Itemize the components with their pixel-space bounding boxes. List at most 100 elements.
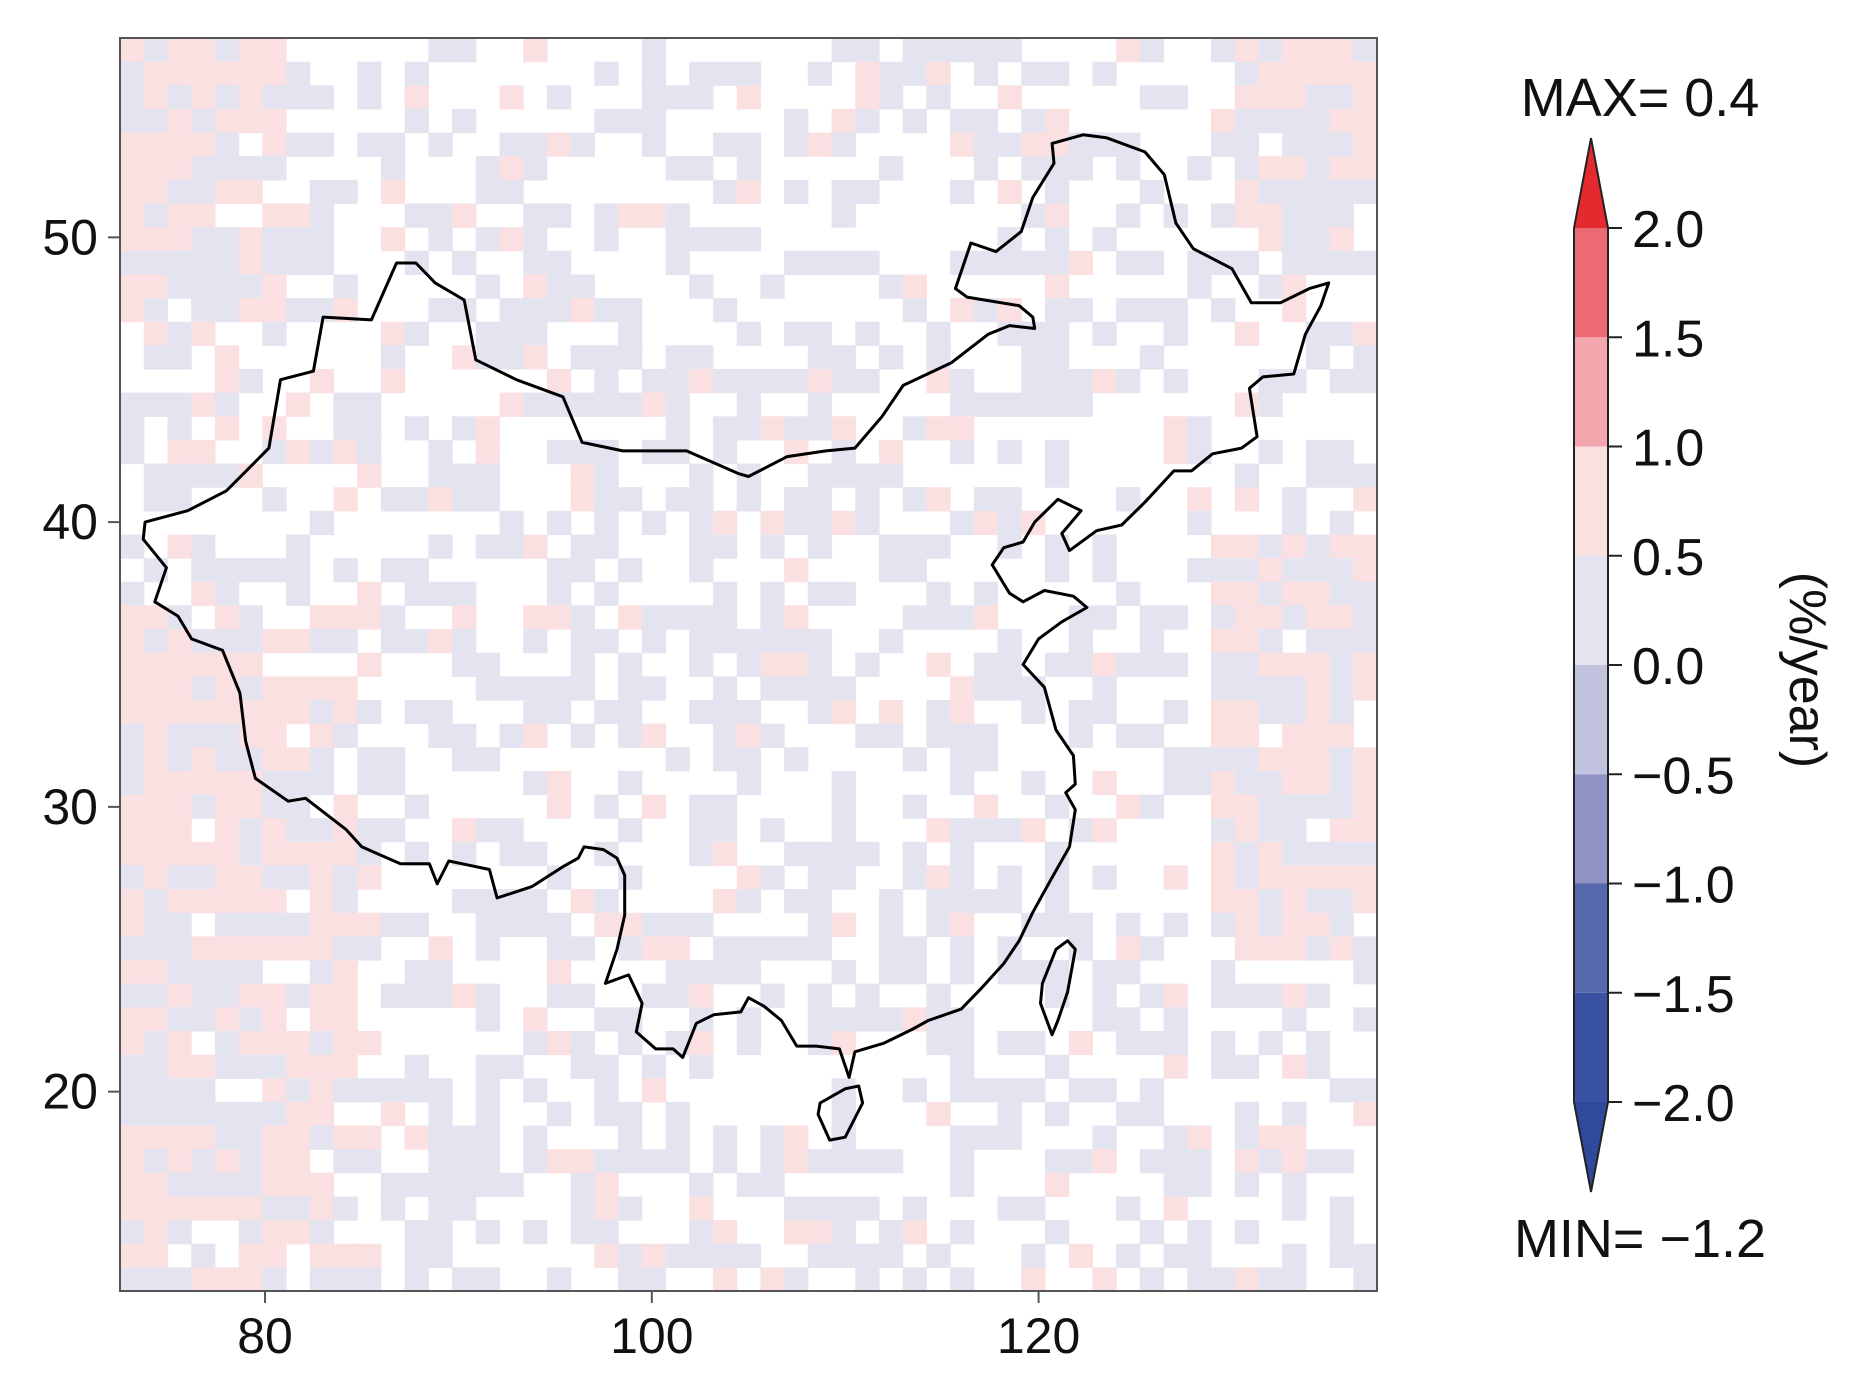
grid-cell (1139, 345, 1165, 370)
grid-cell (831, 203, 856, 228)
grid-cell (950, 818, 975, 843)
grid-cell (1353, 85, 1377, 110)
x-tick-label: 120 (997, 1308, 1080, 1364)
grid-cell (238, 794, 263, 819)
grid-cell (902, 747, 927, 772)
grid-cell (523, 156, 548, 181)
grid-cell (1068, 1149, 1093, 1174)
grid-cell (191, 889, 216, 914)
grid-cell (262, 936, 287, 961)
grid-cell (594, 699, 619, 725)
grid-cell (546, 912, 572, 937)
grid-cell (143, 912, 169, 937)
grid-cell (831, 865, 856, 890)
grid-cell (1234, 38, 1260, 63)
grid-cell (1282, 652, 1307, 677)
grid-cell (1139, 298, 1165, 323)
grid-cell (1044, 274, 1070, 299)
grid-cell (807, 889, 833, 914)
grid-cell (1068, 1078, 1093, 1103)
grid-cell (191, 108, 216, 134)
grid-cell (973, 794, 999, 819)
grid-cell (1234, 1149, 1260, 1174)
grid-cell (1210, 818, 1236, 843)
grid-cell (475, 463, 501, 488)
grid-cell (1305, 85, 1331, 110)
grid-cell (1353, 1078, 1377, 1103)
grid-cell (428, 534, 453, 559)
grid-cell (1044, 558, 1070, 583)
grid-cell (143, 629, 169, 654)
grid-cell (1044, 179, 1070, 205)
colorbar-tick-label: −1.0 (1632, 857, 1735, 915)
grid-cell (1258, 699, 1283, 725)
grid-cell (1021, 250, 1046, 276)
grid-cell (973, 156, 999, 181)
grid-cell (357, 439, 382, 465)
grid-cell (238, 983, 263, 1008)
grid-cell (1021, 345, 1046, 370)
grid-cell (1258, 865, 1283, 890)
grid-cell (1329, 1078, 1354, 1103)
grid-cell (1021, 61, 1046, 86)
grid-cell (902, 558, 927, 583)
colorbar-tick-label: −2.0 (1632, 1075, 1735, 1133)
y-axis: 20 30 40 50 (42, 209, 120, 1120)
grid-cell (1234, 652, 1260, 677)
grid-cell (1187, 1243, 1212, 1268)
grid-cell (262, 61, 287, 86)
grid-cell (262, 132, 287, 157)
grid-cell (428, 203, 453, 228)
grid-cell (167, 108, 192, 134)
grid-cell (286, 865, 311, 890)
grid-cell (1210, 581, 1236, 606)
grid-cell (143, 345, 169, 370)
grid-cell (1305, 581, 1331, 606)
grid-cell (807, 865, 833, 890)
grid-cell (1139, 1030, 1165, 1056)
grid-cell (878, 912, 904, 937)
grid-cell (997, 179, 1022, 205)
grid-cell (357, 699, 382, 725)
grid-cell (523, 203, 548, 228)
grid-cell (855, 983, 880, 1008)
grid-cell (831, 699, 856, 725)
grid-cell (499, 85, 524, 110)
grid-cell (618, 723, 643, 748)
grid-cell (238, 85, 263, 110)
grid-cell (712, 1125, 738, 1150)
grid-cell (689, 983, 714, 1008)
grid-cell (191, 227, 216, 252)
grid-cell (286, 203, 311, 228)
grid-cell (262, 108, 287, 134)
grid-cell (238, 936, 263, 961)
grid-cell (1282, 510, 1307, 536)
grid-cell (120, 747, 145, 772)
grid-cell (475, 321, 501, 346)
grid-cell (143, 1172, 169, 1198)
grid-cell (878, 558, 904, 583)
grid-cell (1187, 1220, 1212, 1245)
grid-cell (452, 1267, 477, 1291)
grid-cell (1092, 818, 1117, 843)
grid-cell (665, 345, 690, 370)
grid-cell (214, 889, 240, 914)
grid-cell (167, 912, 192, 937)
grid-cell (333, 629, 358, 654)
grid-cell (167, 865, 192, 890)
grid-cell (618, 1149, 643, 1174)
grid-cell (1021, 1243, 1046, 1268)
grid-cell (1234, 723, 1260, 748)
grid-cell (973, 250, 999, 276)
grid-cell (309, 1267, 335, 1291)
grid-cell (333, 865, 358, 890)
grid-cell (167, 250, 192, 276)
grid-cell (191, 534, 216, 559)
grid-cell (855, 38, 880, 63)
grid-cell (120, 227, 145, 252)
grid-cell (475, 534, 501, 559)
grid-cell (1187, 250, 1212, 276)
grid-cell (1258, 1267, 1283, 1291)
grid-cell (807, 629, 833, 654)
grid-cell (238, 912, 263, 937)
